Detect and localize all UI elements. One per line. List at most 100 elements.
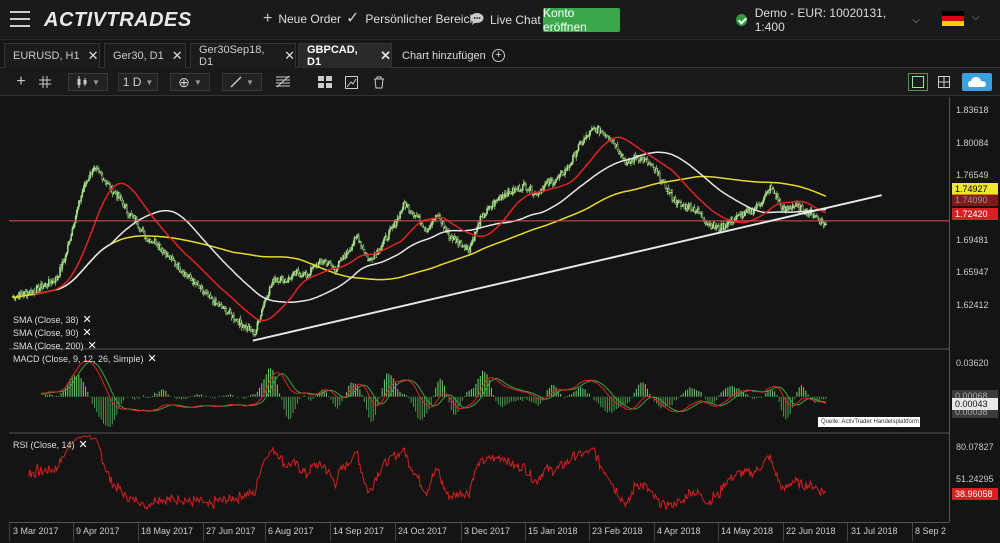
candle-body: [274, 277, 277, 283]
tab-eurusd[interactable]: EURUSD, H1 ✕: [4, 43, 100, 68]
candle-body: [147, 240, 149, 242]
cloud-icon[interactable]: [962, 73, 992, 91]
candle-body: [646, 158, 649, 165]
add-chart-label: Chart hinzufügen: [402, 49, 486, 62]
time-separator: [461, 523, 462, 541]
new-order-button[interactable]: + Neue Order: [263, 11, 341, 27]
candle-body: [701, 213, 704, 218]
candle-body: [264, 298, 267, 303]
close-icon[interactable]: ✕: [380, 48, 391, 63]
menu-icon[interactable]: [10, 11, 30, 27]
candle-body: [98, 169, 100, 172]
candle-body: [691, 209, 694, 211]
candle-body: [278, 280, 281, 283]
candle-body: [490, 206, 493, 209]
account-selector[interactable]: Demo - EUR: 10020131, 1:400 ⌵: [736, 6, 920, 34]
candle-body: [343, 255, 346, 258]
close-icon[interactable]: ✕: [82, 314, 92, 326]
candle-body: [429, 225, 432, 230]
chart-type-selector[interactable]: ▼: [68, 73, 108, 91]
candle-body: [317, 261, 320, 267]
candle-body: [159, 244, 162, 250]
candle-body: [121, 200, 124, 204]
candle-body: [608, 137, 611, 139]
candle-body: [263, 302, 265, 308]
close-icon[interactable]: ✕: [284, 48, 295, 63]
candle-body: [189, 274, 192, 279]
macd-label: 0.03620: [956, 358, 989, 368]
candle-body: [277, 278, 280, 282]
candle-body: [475, 231, 477, 233]
timeframe-selector[interactable]: 1 D ▼: [118, 73, 158, 91]
candle-body: [689, 203, 691, 206]
candle-body: [624, 158, 627, 165]
tab-gbpcad[interactable]: GBPCAD, D1 ✕: [298, 43, 392, 68]
crosshair-icon[interactable]: +: [16, 73, 26, 90]
add-indicator-selector[interactable]: ⊕ ▼: [170, 73, 210, 91]
candle-body: [399, 211, 401, 219]
candle-body: [256, 322, 259, 331]
candle-body: [19, 291, 21, 299]
candle-body: [387, 238, 389, 240]
candle-body: [112, 192, 115, 194]
candle-body: [288, 277, 291, 279]
candle-body: [607, 136, 610, 139]
candle-body: [401, 209, 404, 212]
add-chart-button[interactable]: Chart hinzufügen +: [396, 43, 505, 68]
candle-body: [431, 219, 434, 225]
price-chart[interactable]: [9, 97, 949, 522]
candle-body: [179, 269, 182, 272]
candle-body: [562, 171, 564, 176]
candle-body: [553, 183, 555, 185]
grid-icon[interactable]: [36, 73, 54, 91]
candle-body: [711, 227, 714, 229]
candle-body: [128, 215, 130, 217]
close-icon[interactable]: ✕: [147, 353, 157, 365]
layout-icon[interactable]: [316, 73, 334, 91]
open-account-button[interactable]: Konto eröffnen: [543, 6, 620, 34]
fibonacci-icon[interactable]: [274, 73, 292, 91]
chart-settings-icon[interactable]: [342, 73, 360, 91]
candle-body: [585, 134, 588, 139]
time-separator: [265, 523, 266, 541]
close-icon[interactable]: ✕: [87, 48, 99, 63]
tab-label: Ger30, D1: [113, 50, 164, 62]
close-icon[interactable]: ✕: [171, 48, 183, 63]
tab-ger30sep18[interactable]: Ger30Sep18, D1 ✕: [190, 43, 296, 68]
candle-body: [143, 231, 146, 239]
candle-body: [96, 167, 98, 170]
multi-layout-icon[interactable]: [934, 73, 954, 91]
candle-body: [68, 241, 70, 246]
candle-body: [67, 244, 69, 253]
tab-ger30[interactable]: Ger30, D1 ✕: [104, 43, 186, 68]
drawing-tool-selector[interactable]: ▼: [222, 73, 262, 91]
candle-body: [91, 171, 94, 175]
dropdown-icon: ▼: [246, 77, 254, 87]
close-icon[interactable]: ✕: [87, 340, 97, 352]
sma38-price-tag: 1.74090: [952, 194, 998, 206]
candle-body: [792, 205, 795, 207]
candle-body: [349, 249, 351, 252]
candle-body: [559, 172, 562, 176]
candle-body: [668, 187, 670, 194]
candle-body: [87, 180, 89, 182]
close-icon[interactable]: ✕: [78, 439, 88, 451]
candle-body: [62, 261, 65, 263]
personal-area-button[interactable]: ✓ Persönlicher Bereich: [346, 11, 476, 27]
candle-body: [576, 150, 579, 154]
single-layout-icon[interactable]: [908, 73, 928, 91]
candle-body: [782, 206, 785, 208]
candle-body: [324, 260, 327, 262]
live-chat-button[interactable]: Live Chat: [470, 12, 541, 27]
legend-sma90: SMA (Close, 90) ✕: [13, 326, 92, 339]
language-chevron-icon[interactable]: ⌵: [972, 12, 980, 23]
price-label: 1.80084: [956, 138, 989, 148]
candle-body: [309, 274, 311, 276]
germany-flag-icon[interactable]: [942, 11, 964, 26]
trash-icon[interactable]: [370, 73, 388, 91]
time-axis: 3 Mar 2017 9 Apr 2017 18 May 2017 27 Jun…: [9, 522, 949, 543]
candle-body: [617, 149, 620, 153]
close-icon[interactable]: ✕: [82, 327, 92, 339]
candle-body: [360, 241, 362, 247]
